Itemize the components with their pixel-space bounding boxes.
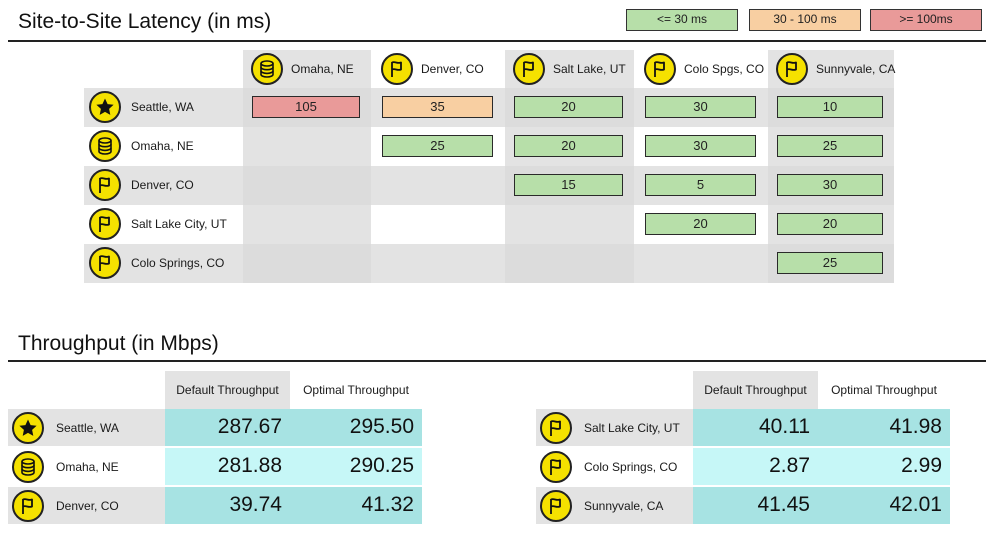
latency-cell: 25 <box>777 135 883 157</box>
flag-icon <box>644 53 676 85</box>
latency-cell: 25 <box>777 252 883 274</box>
row-header-label: Denver, CO <box>131 178 194 192</box>
default-throughput-value: 287.67 <box>165 409 290 446</box>
row-label-text: Seattle, WA <box>56 420 119 435</box>
row-label: Salt Lake City, UT <box>536 409 693 446</box>
latency-cell: 30 <box>645 96 756 118</box>
flag-icon <box>540 411 572 444</box>
column-header-label: Omaha, NE <box>291 62 354 76</box>
latency-cell: 5 <box>645 174 756 196</box>
header-optimal-throughput: Optimal Throughput <box>818 371 950 409</box>
optimal-throughput-value: 290.25 <box>290 448 422 485</box>
default-throughput-value: 281.88 <box>165 448 290 485</box>
row-label: Sunnyvale, CA <box>536 487 693 524</box>
star-icon <box>12 411 44 444</box>
row-band <box>84 244 894 283</box>
flag-icon <box>89 247 121 279</box>
default-throughput-value: 2.87 <box>693 448 818 485</box>
row-label: Colo Springs, CO <box>536 448 693 485</box>
throughput-title: Throughput (in Mbps) <box>18 332 219 355</box>
header-default-throughput: Default Throughput <box>693 371 818 409</box>
header-optimal-throughput: Optimal Throughput <box>290 371 422 409</box>
default-throughput-value: 40.11 <box>693 409 818 446</box>
column-header: Salt Lake, UT <box>513 50 626 88</box>
legend-low: <= 30 ms <box>626 9 738 31</box>
flag-icon <box>540 489 572 522</box>
default-throughput-value: 39.74 <box>165 487 290 524</box>
optimal-throughput-value: 41.32 <box>290 487 422 524</box>
latency-cell: 20 <box>514 96 623 118</box>
flag-icon <box>12 489 44 522</box>
column-header: Colo Spgs, CO <box>644 50 764 88</box>
row-header: Denver, CO <box>89 166 194 204</box>
row-band <box>84 166 894 205</box>
row-label: Seattle, WA <box>8 409 165 446</box>
row-label: Denver, CO <box>8 487 165 524</box>
latency-cell: 20 <box>514 135 623 157</box>
latency-cell: 25 <box>382 135 493 157</box>
latency-cell: 10 <box>777 96 883 118</box>
latency-cell: 15 <box>514 174 623 196</box>
default-throughput-value: 41.45 <box>693 487 818 524</box>
row-header: Omaha, NE <box>89 127 194 165</box>
latency-cell: 35 <box>382 96 493 118</box>
latency-cell: 20 <box>777 213 883 235</box>
row-label-text: Sunnyvale, CA <box>584 498 664 513</box>
row-label-text: Denver, CO <box>56 498 119 513</box>
database-icon <box>12 450 44 483</box>
flag-icon <box>89 169 121 201</box>
flag-icon <box>513 53 545 85</box>
row-label: Omaha, NE <box>8 448 165 485</box>
column-header: Omaha, NE <box>251 50 354 88</box>
row-header: Colo Springs, CO <box>89 244 224 282</box>
optimal-throughput-value: 41.98 <box>818 409 950 446</box>
row-label-text: Colo Springs, CO <box>584 459 678 474</box>
column-header-label: Colo Spgs, CO <box>684 62 765 76</box>
row-label-text: Omaha, NE <box>56 459 119 474</box>
optimal-throughput-value: 2.99 <box>818 448 950 485</box>
row-header: Salt Lake City, UT <box>89 205 227 243</box>
row-header-label: Colo Springs, CO <box>131 256 225 270</box>
row-header-label: Omaha, NE <box>131 139 194 153</box>
flag-icon <box>540 450 572 483</box>
row-header-label: Seattle, WA <box>131 100 194 114</box>
star-icon <box>89 91 121 123</box>
flag-icon <box>89 208 121 240</box>
row-header: Seattle, WA <box>89 88 194 126</box>
latency-cell: 30 <box>777 174 883 196</box>
latency-cell: 105 <box>252 96 360 118</box>
legend-medium: 30 - 100 ms <box>749 9 861 31</box>
row-label-text: Salt Lake City, UT <box>584 420 680 435</box>
latency-cell: 20 <box>645 213 756 235</box>
latency-title: Site-to-Site Latency (in ms) <box>18 10 272 33</box>
optimal-throughput-value: 42.01 <box>818 487 950 524</box>
flag-icon <box>776 53 808 85</box>
throughput-title-rule <box>8 360 986 362</box>
legend-high: >= 100ms <box>870 9 982 31</box>
row-header-label: Salt Lake City, UT <box>131 217 227 231</box>
database-icon <box>89 130 121 162</box>
flag-icon <box>381 53 413 85</box>
latency-title-rule <box>8 40 986 42</box>
column-header-label: Sunnyvale, CA <box>816 62 896 76</box>
column-header: Sunnyvale, CA <box>776 50 895 88</box>
header-default-throughput: Default Throughput <box>165 371 290 409</box>
column-header-label: Denver, CO <box>421 62 484 76</box>
database-icon <box>251 53 283 85</box>
column-header-label: Salt Lake, UT <box>553 62 626 76</box>
column-header: Denver, CO <box>381 50 484 88</box>
latency-cell: 30 <box>645 135 756 157</box>
optimal-throughput-value: 295.50 <box>290 409 422 446</box>
